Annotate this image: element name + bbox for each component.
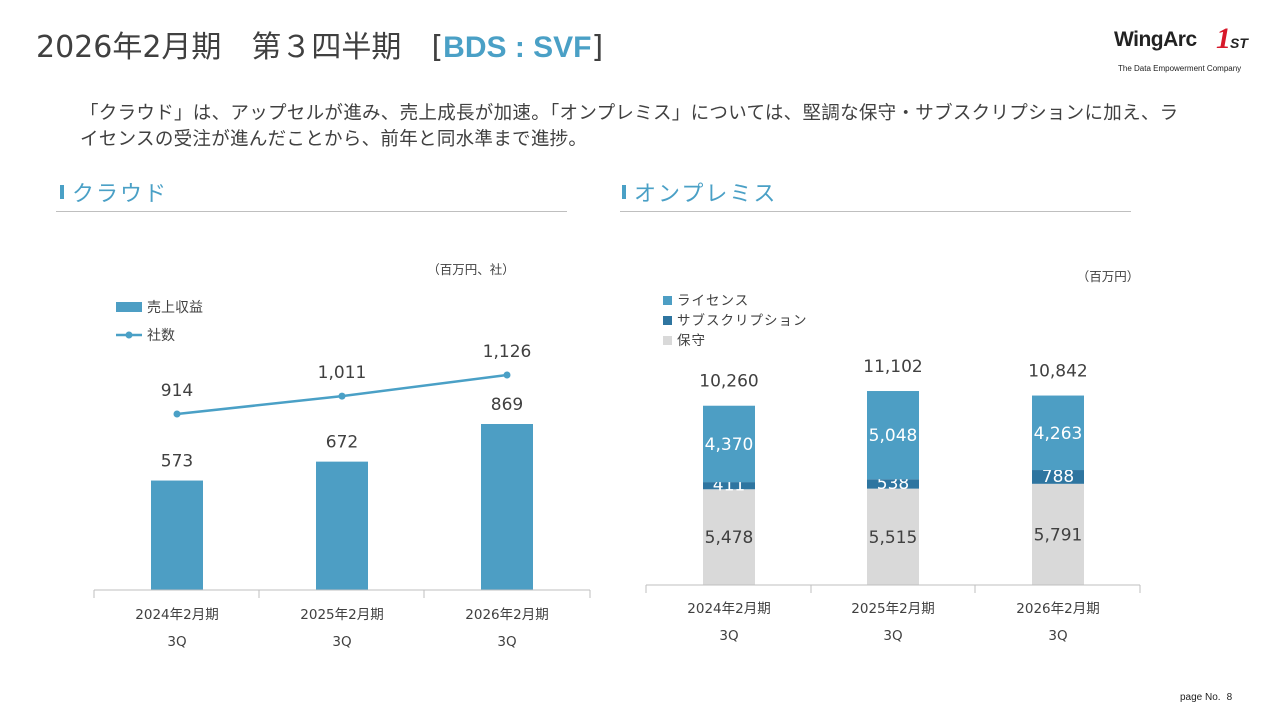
section-marker-onprem <box>622 185 626 199</box>
cloud-legend-label-customers: 社数 <box>147 328 175 344</box>
onprem-total-label-2: 10,842 <box>1028 362 1087 382</box>
cloud-unit-label: （百万円、社） <box>427 262 515 277</box>
onprem-bar-seg-label-0-0: 5,478 <box>705 528 754 548</box>
onprem-bar-seg-label-2-0: 4,370 <box>705 435 754 455</box>
cloud-line-point-2 <box>503 371 511 379</box>
cloud-x-sublabel-0: 3Q <box>167 634 186 650</box>
cloud-x-label-0: 2024年2月期 <box>135 607 218 623</box>
onprem-bar-seg-label-0-1: 5,515 <box>869 528 918 548</box>
onprem-bar-seg-label-1-2: 788 <box>1042 467 1074 487</box>
page-number-label: page No. <box>1180 692 1221 703</box>
company-logo: WingArc 1 ST The Data Empowerment Compan… <box>1114 24 1254 76</box>
cloud-legend-label-revenue: 売上収益 <box>147 300 203 316</box>
title-main: 2026年2月期 第３四半期 <box>36 30 402 65</box>
title-segment: BDS : SVF <box>443 31 592 64</box>
cloud-line-point-0 <box>173 410 181 418</box>
cloud-line-label-2: 1,126 <box>483 342 532 362</box>
onprem-bar-seg-0-1 <box>867 488 919 585</box>
onprem-bar-seg-2-1 <box>867 391 919 480</box>
onprem-x-label-0: 2024年2月期 <box>687 601 770 617</box>
page-title: 2026年2月期 第３四半期 [BDS : SVF] <box>36 22 603 66</box>
cloud-bar-revenue-1 <box>316 461 368 590</box>
onprem-total-label-1: 11,102 <box>863 357 922 377</box>
logo-wordmark: WingArc <box>1114 28 1197 51</box>
onprem-legend-label-1: サブスクリプション <box>677 312 808 329</box>
cloud-line-label-0: 914 <box>161 381 193 401</box>
onprem-bar-seg-label-2-2: 4,263 <box>1034 424 1083 444</box>
onprem-bar-seg-1-1 <box>867 479 919 489</box>
section-header-cloud: クラウド <box>60 176 168 208</box>
section-title-onprem: オンプレミス <box>634 182 778 207</box>
cloud-legend-marker-customers <box>125 331 133 339</box>
page-number: 8 <box>1226 692 1233 703</box>
title-bracket-close: ] <box>591 30 604 65</box>
onprem-total-label-0: 10,260 <box>699 372 758 392</box>
logo-one: 1 <box>1216 22 1231 55</box>
logo-tagline: The Data Empowerment Company <box>1118 64 1242 73</box>
onprem-x-label-1: 2025年2月期 <box>851 601 934 617</box>
cloud-x-label-2: 2026年2月期 <box>465 607 548 623</box>
cloud-legend-swatch-revenue <box>116 302 142 312</box>
onprem-legend-swatch-0 <box>663 296 672 305</box>
page-footer: page No. 8 <box>1180 692 1232 703</box>
onprem-bar-seg-0-0 <box>703 489 755 585</box>
cloud-x-sublabel-2: 3Q <box>497 634 516 650</box>
cloud-x-sublabel-1: 3Q <box>332 634 351 650</box>
onprem-bar-seg-1-0 <box>703 482 755 490</box>
onprem-bar-seg-label-0-2: 5,791 <box>1034 525 1083 545</box>
onprem-legend-swatch-1 <box>663 316 672 325</box>
cloud-bar-label-0: 573 <box>161 452 193 472</box>
section-divider-onprem <box>620 211 1131 212</box>
onprem-legend-swatch-2 <box>663 336 672 345</box>
onprem-bar-seg-1-2 <box>1032 470 1084 484</box>
cloud-line-point-1 <box>338 392 346 400</box>
cloud-bar-label-1: 672 <box>326 433 358 453</box>
onprem-x-sublabel-0: 3Q <box>719 628 738 644</box>
cloud-bar-revenue-0 <box>151 480 203 590</box>
title-bracket-open: [ <box>431 30 444 65</box>
cloud-bar-revenue-2 <box>481 424 533 590</box>
onprem-legend-label-2: 保守 <box>677 333 706 349</box>
onprem-bar-seg-2-2 <box>1032 395 1084 471</box>
logo-st: ST <box>1230 35 1248 51</box>
section-header-onprem: オンプレミス <box>622 176 777 208</box>
cloud-bar-label-2: 869 <box>491 395 523 415</box>
cloud-line-label-1: 1,011 <box>318 363 367 383</box>
section-marker-cloud <box>60 185 64 199</box>
onprem-x-label-2: 2026年2月期 <box>1016 601 1099 617</box>
section-title-cloud: クラウド <box>72 182 169 207</box>
onprem-x-sublabel-1: 3Q <box>883 628 902 644</box>
summary-text: 「クラウド」は、アップセルが進み、売上成長が加速。「オンプレミス」については、堅… <box>80 103 1179 150</box>
onprem-legend-label-0: ライセンス <box>677 293 749 309</box>
section-divider-cloud <box>56 211 567 212</box>
onprem-unit-label: （百万円） <box>1077 269 1140 284</box>
onprem-bar-seg-2-0 <box>703 405 755 483</box>
onprem-bar-seg-0-2 <box>1032 483 1084 585</box>
onprem-bar-seg-label-2-1: 5,048 <box>869 426 918 446</box>
cloud-x-label-1: 2025年2月期 <box>300 607 383 623</box>
onprem-x-sublabel-2: 3Q <box>1048 628 1067 644</box>
